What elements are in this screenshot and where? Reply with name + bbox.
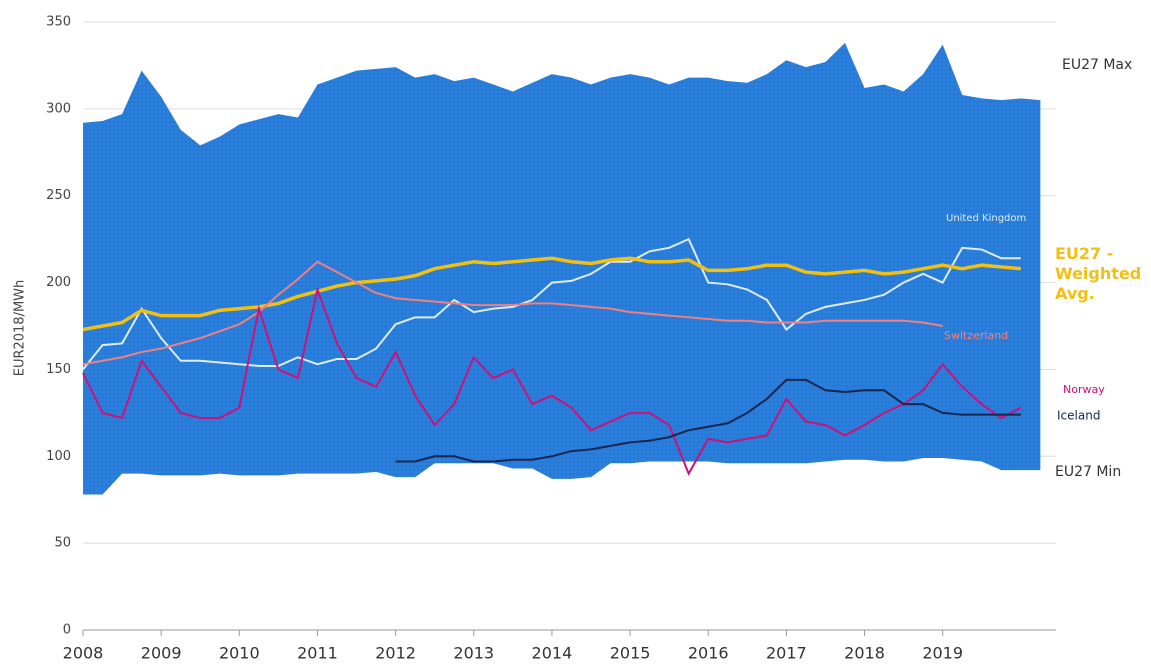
y-tick-label: 300	[46, 101, 71, 116]
x-tick-label: 2017	[766, 644, 807, 663]
series-line	[82, 237, 1021, 371]
x-tick-label: 2018	[844, 644, 885, 663]
x-tick-label: 2009	[141, 644, 182, 663]
series-label: United Kingdom	[946, 213, 1026, 224]
series-line	[395, 378, 1021, 463]
y-tick-label: 150	[46, 362, 71, 377]
series-label: Iceland	[1057, 409, 1100, 423]
x-tick-label: 2011	[297, 644, 338, 663]
y-axis-label: EUR2018/MWh	[13, 280, 28, 377]
y-tick-label: 350	[46, 15, 71, 30]
x-tick-label: 2008	[63, 644, 104, 663]
x-tick-label: 2012	[375, 644, 416, 663]
x-tick-label: 2013	[453, 644, 494, 663]
band-upper-label: EU27 Max	[1062, 57, 1132, 73]
series-label: Norway	[1063, 383, 1105, 396]
y-tick-label: 250	[46, 188, 71, 203]
y-tick-label: 0	[63, 623, 71, 638]
range-area	[83, 42, 1041, 495]
x-tick-label: 2010	[219, 644, 260, 663]
y-tick-label: 50	[54, 536, 71, 551]
x-tick-label: 2015	[610, 644, 651, 663]
series-line	[82, 260, 943, 366]
y-tick-label: 200	[46, 275, 71, 290]
avg-label: EU27 - Weighted Avg.	[1055, 244, 1142, 303]
series-line	[82, 285, 1022, 476]
x-tick-label: 2016	[688, 644, 729, 663]
band-lower-label: EU27 Min	[1055, 464, 1121, 480]
x-tick-label: 2019	[922, 644, 963, 663]
series-label: Switzerland	[944, 329, 1008, 342]
y-tick-label: 100	[46, 449, 71, 464]
series-line	[82, 256, 1021, 332]
x-tick-label: 2014	[532, 644, 573, 663]
